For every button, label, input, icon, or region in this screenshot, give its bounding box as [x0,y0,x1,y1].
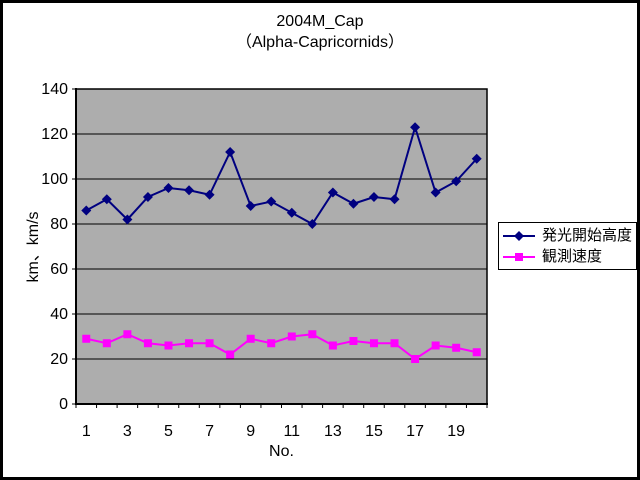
s1-point [286,207,297,218]
legend-label-observed-speed: 観測速度 [542,248,603,265]
series1-diamond-line-icon [503,230,535,241]
y-axis-tick-label: 20 [50,351,68,368]
plot-area [75,88,488,405]
legend-entry-observed-speed: 観測速度 [502,247,633,266]
legend-label-start-altitude: 発光開始高度 [542,227,633,244]
s1-point [204,189,215,200]
s1-point [225,147,236,157]
s1-point [122,214,133,225]
x-axis-tick-label: 11 [283,423,300,440]
s2-point [226,350,235,359]
s1-point [184,185,195,196]
y-axis-tick-label: 140 [41,81,68,98]
x-axis-tick-label: 9 [246,423,255,440]
s2-point [185,339,194,348]
s2-point [411,355,420,363]
x-axis-tick-label: 17 [406,423,424,440]
s1-point [142,192,153,202]
y-axis-tick-label: 40 [50,306,68,323]
legend-entry-start-altitude: 発光開始高度 [502,226,633,245]
chart-title: 2004M_Cap （Alpha-Capricornids） [0,11,640,53]
s1-point [101,194,112,205]
x-axis-tick-label: 5 [164,423,173,440]
s2-point [287,332,296,341]
s2-point [349,337,358,345]
x-axis-tick-label: 1 [82,423,91,440]
s2-point [143,339,152,348]
s2-point [472,348,481,357]
x-axis-tick-label: 3 [123,423,132,440]
s1-point [348,198,359,209]
s1-point [451,176,462,187]
s1-point [163,183,174,193]
s2-point [82,334,91,343]
x-axis-tick-label: 13 [324,423,342,440]
y-axis-tick-label: 60 [50,261,68,278]
y-axis-tick-label: 120 [41,126,68,143]
x-axis-tick-label: 15 [365,423,383,440]
s1-point [430,187,441,198]
s2-point [369,339,378,348]
s1-point [410,122,421,133]
y-axis-tick-label: 80 [50,216,68,233]
s1-point [307,219,318,229]
s1-point [81,205,92,216]
s2-point [308,330,317,339]
s2-point [205,339,214,348]
s2-point [102,339,111,348]
s1-point [368,192,379,202]
series2-square-line-icon [503,252,535,261]
y-axis-tick-label: 100 [41,171,68,188]
s2-point [164,341,173,350]
x-axis-tick-label: 7 [205,423,214,440]
s2-point [390,339,399,348]
s2-point [246,334,255,343]
s1-point [327,187,338,198]
s2-point [328,341,337,350]
s2-point [123,330,132,339]
y-axis-tick-label: 0 [59,396,68,413]
x-axis-title: No. [269,443,294,460]
s1-point [389,194,400,205]
s2-point [267,339,276,348]
legend: 発光開始高度 観測速度 [498,222,637,270]
chart-title-line2: （Alpha-Capricornids） [235,34,405,51]
s1-point [471,153,482,164]
chart-title-line1: 2004M_Cap [276,13,364,30]
x-axis-tick-label: 19 [447,423,465,440]
s2-point [452,343,461,352]
s1-point [245,201,256,211]
s1-point [266,196,277,207]
s2-point [431,341,440,350]
